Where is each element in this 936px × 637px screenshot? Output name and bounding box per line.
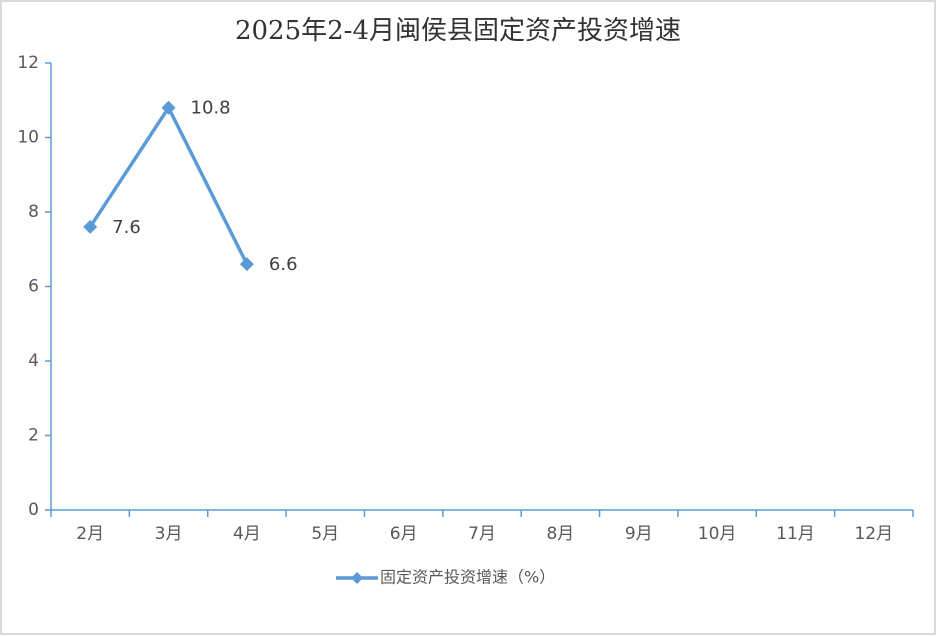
data-label: 7.6: [112, 217, 141, 238]
x-tick-label: 4月: [233, 524, 261, 544]
y-tick-label: 4: [28, 351, 39, 371]
data-point: [83, 219, 98, 234]
y-tick-label: 2: [28, 426, 39, 446]
x-tick-label: 2月: [76, 524, 104, 544]
x-tick-label: 8月: [546, 524, 574, 544]
data-label: 10.8: [191, 98, 231, 119]
data-label: 6.6: [269, 254, 298, 275]
x-tick-label: 11月: [776, 524, 815, 544]
y-tick-label: 0: [28, 500, 39, 520]
y-tick-label: 6: [28, 277, 39, 297]
y-tick-label: 8: [28, 202, 39, 222]
x-tick-label: 12月: [854, 524, 893, 544]
data-point: [161, 100, 176, 115]
y-tick-label: 10: [17, 128, 39, 148]
x-tick-label: 6月: [390, 524, 418, 544]
x-tick-label: 10月: [698, 524, 737, 544]
legend-marker: [351, 572, 363, 584]
chart-title: 2025年2-4月闽侯县固定资产投资增速: [235, 16, 681, 46]
series-line: [88, 104, 249, 265]
x-tick-label: 7月: [468, 524, 496, 544]
y-tick-label: 12: [17, 53, 39, 73]
x-tick-label: 9月: [625, 524, 653, 544]
x-tick-label: 5月: [311, 524, 339, 544]
legend-label: 固定资产投资增速（%）: [380, 568, 555, 587]
x-tick-label: 3月: [155, 524, 183, 544]
data-point: [239, 257, 254, 272]
